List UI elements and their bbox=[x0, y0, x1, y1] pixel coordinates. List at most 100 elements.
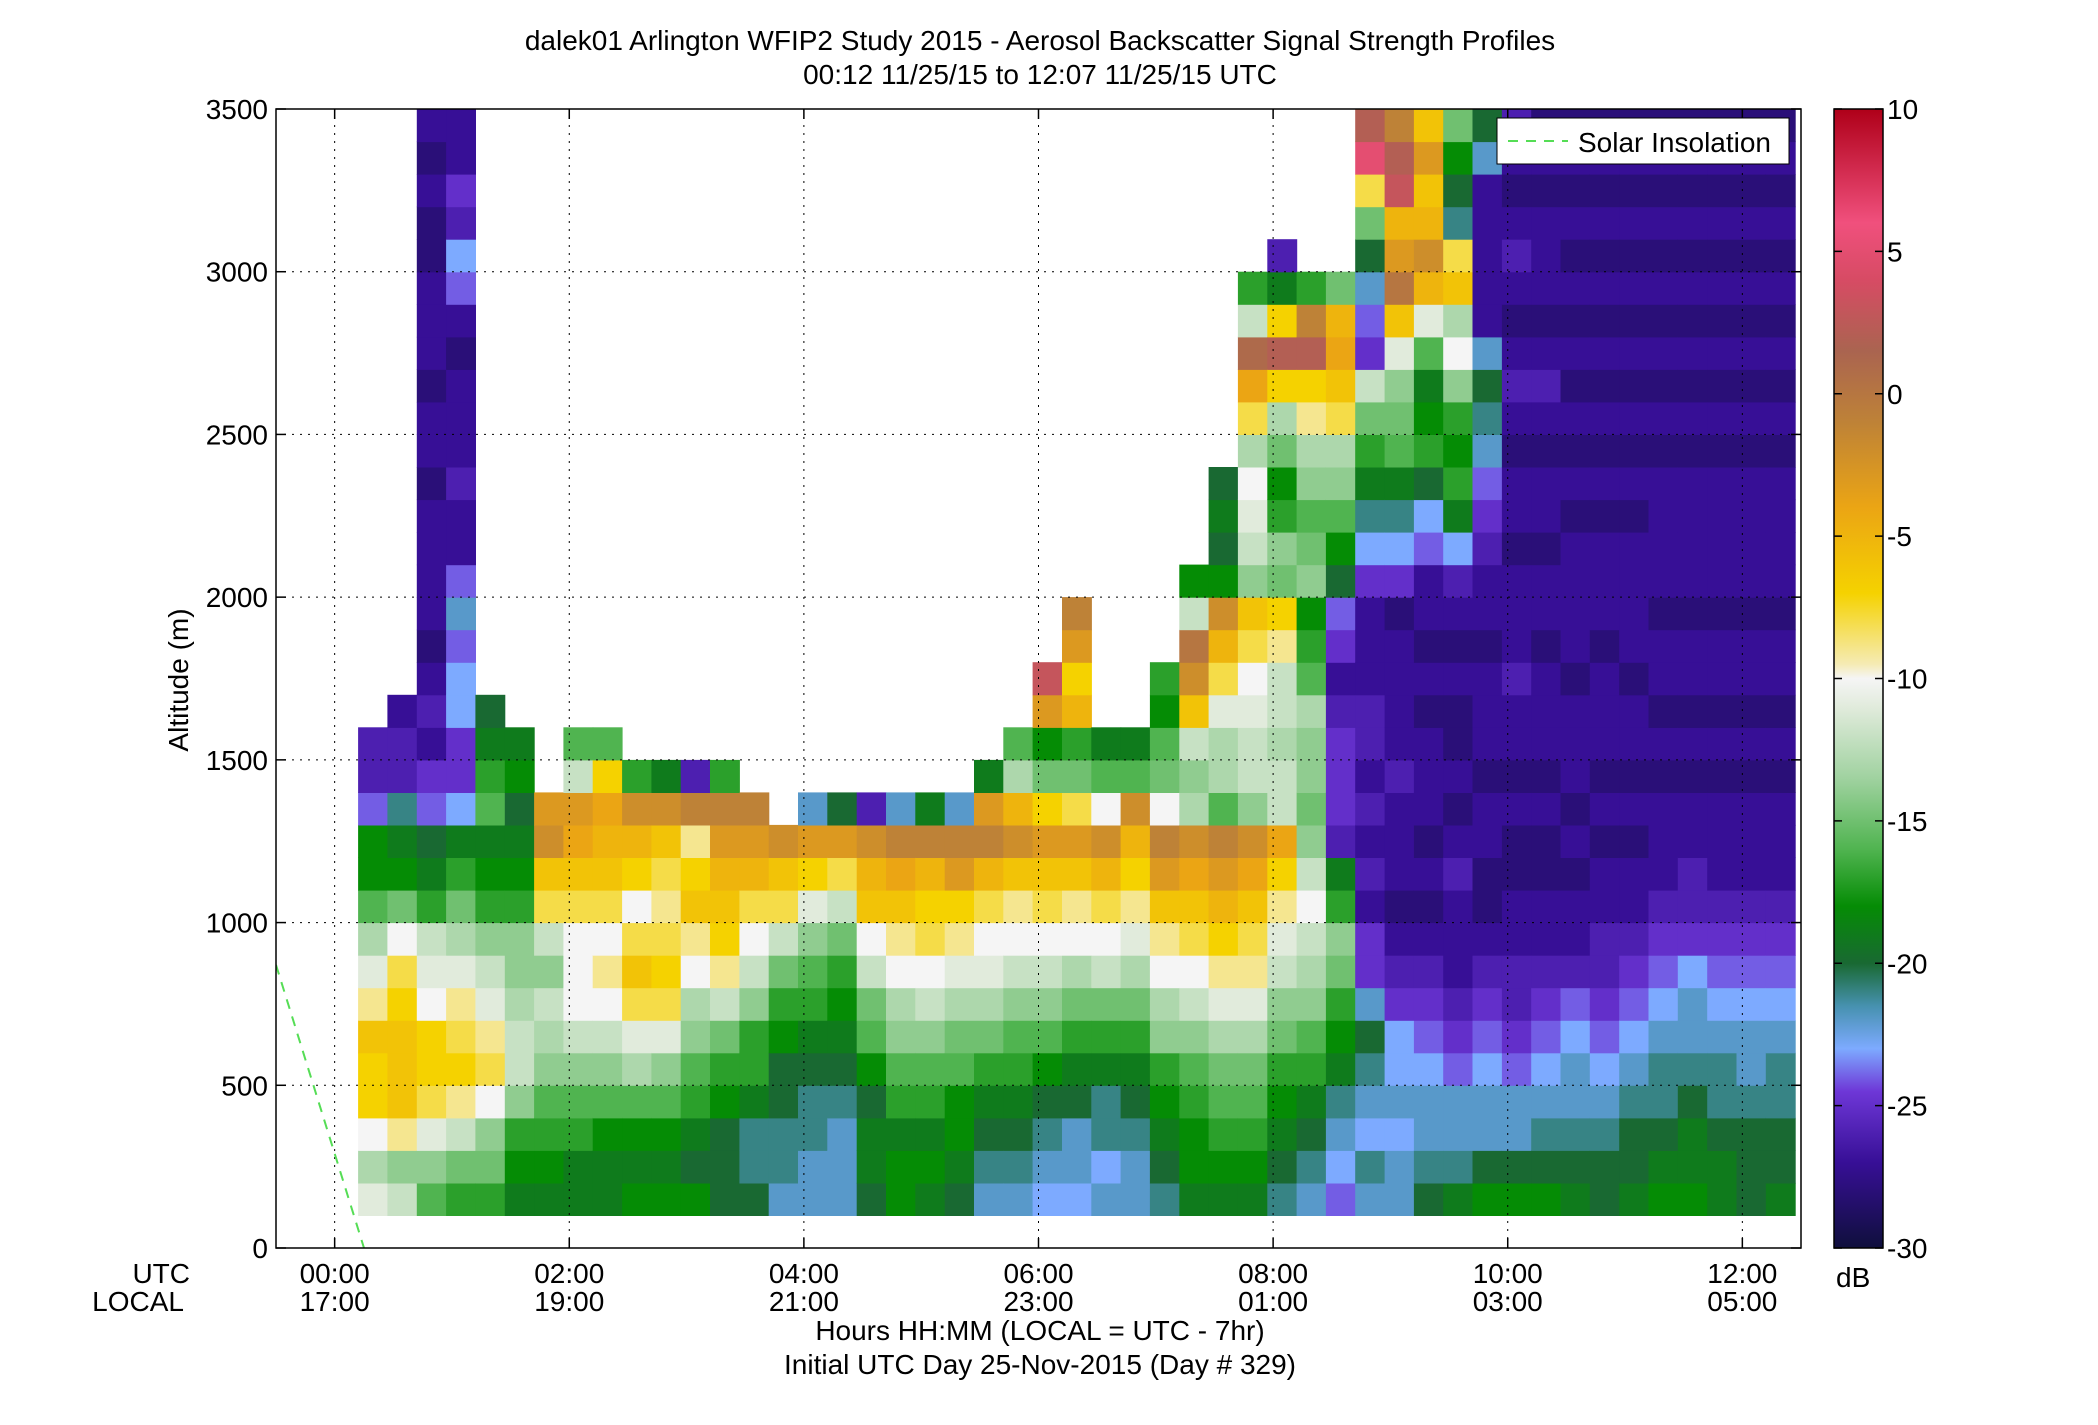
heatmap-cell bbox=[1736, 1020, 1767, 1054]
heatmap-cell bbox=[1237, 304, 1268, 338]
heatmap-cell bbox=[1619, 1052, 1650, 1086]
heatmap-cell bbox=[475, 1182, 506, 1216]
heatmap-cell bbox=[1355, 629, 1386, 663]
heatmap-cell bbox=[1472, 532, 1503, 566]
heatmap-cell bbox=[1531, 792, 1562, 826]
heatmap-cell bbox=[592, 727, 623, 761]
heatmap-cell bbox=[446, 1182, 476, 1216]
heatmap-cell bbox=[1589, 239, 1620, 273]
heatmap-cell bbox=[1179, 1117, 1210, 1151]
heatmap-cell bbox=[1267, 694, 1298, 728]
heatmap-cell bbox=[1589, 434, 1620, 468]
heatmap-cell bbox=[1267, 987, 1298, 1021]
heatmap-cell bbox=[651, 1182, 682, 1216]
heatmap-cell bbox=[1413, 206, 1444, 240]
colorbar-ticks: 10 5 0 -5 -10 -15 -20 -25 -30 bbox=[1834, 94, 1927, 1264]
heatmap-cell bbox=[1502, 0, 1532, 12]
heatmap-cell bbox=[1384, 759, 1415, 793]
heatmap-cell bbox=[1736, 304, 1767, 338]
heatmap-cell bbox=[1736, 434, 1767, 468]
heatmap-cell bbox=[915, 1117, 946, 1151]
heatmap-cell bbox=[1120, 1150, 1151, 1184]
x-tick-label-local: 21:00 bbox=[769, 1286, 839, 1317]
heatmap-cell bbox=[1737, 0, 1767, 12]
heatmap-cell bbox=[944, 1117, 975, 1151]
heatmap-cell bbox=[1267, 369, 1298, 403]
heatmap-cell bbox=[504, 955, 535, 989]
chart-subtitle: 00:12 11/25/15 to 12:07 11/25/15 UTC bbox=[803, 59, 1277, 90]
colorbar-tick-label: 0 bbox=[1887, 379, 1903, 410]
heatmap-cell bbox=[1032, 1117, 1063, 1151]
x-tick-label-utc: 02:00 bbox=[534, 1258, 604, 1289]
heatmap-cell bbox=[915, 955, 946, 989]
heatmap-cell bbox=[1560, 1150, 1591, 1184]
heatmap-cell bbox=[1619, 174, 1650, 208]
heatmap-cell bbox=[974, 792, 1004, 826]
heatmap-cell bbox=[1501, 239, 1532, 273]
heatmap-cell bbox=[1472, 759, 1503, 793]
heatmap-cell bbox=[504, 1020, 535, 1054]
heatmap-cell bbox=[416, 499, 447, 533]
heatmap-cell bbox=[1296, 890, 1327, 924]
heatmap-cell bbox=[1384, 401, 1415, 435]
colorbar-gradient bbox=[1833, 108, 1884, 1249]
heatmap-cell bbox=[446, 824, 476, 858]
heatmap-cell bbox=[1355, 890, 1386, 924]
heatmap-cell bbox=[680, 890, 711, 924]
heatmap-cell bbox=[1237, 727, 1268, 761]
heatmap-cell bbox=[1560, 759, 1591, 793]
heatmap-cell bbox=[1208, 1020, 1239, 1054]
heatmap-cell bbox=[1472, 922, 1503, 956]
heatmap-cell bbox=[446, 532, 476, 566]
x-axis-label: Hours HH:MM (LOCAL = UTC - 7hr) bbox=[815, 1315, 1264, 1346]
heatmap-cell bbox=[1736, 564, 1767, 598]
heatmap-cell bbox=[1443, 857, 1474, 891]
heatmap-cell bbox=[534, 1182, 564, 1216]
heatmap-cell bbox=[1560, 369, 1591, 403]
heatmap-cell bbox=[944, 922, 975, 956]
x-tick-label-local: 19:00 bbox=[534, 1286, 604, 1317]
heatmap-cell bbox=[1707, 109, 1738, 110]
heatmap-cell bbox=[886, 922, 916, 956]
heatmap-cell bbox=[1208, 629, 1239, 663]
heatmap-cell bbox=[886, 1150, 916, 1184]
heatmap-cell bbox=[1296, 727, 1327, 761]
heatmap-cell bbox=[416, 1085, 447, 1119]
heatmap-cell bbox=[1296, 1052, 1327, 1086]
heatmap-cell bbox=[1443, 499, 1474, 533]
heatmap-cell bbox=[915, 1085, 946, 1119]
heatmap-cell bbox=[622, 857, 652, 891]
heatmap-cell bbox=[1091, 1150, 1122, 1184]
heatmap-cell bbox=[827, 922, 858, 956]
heatmap-cell bbox=[1384, 369, 1415, 403]
heatmap-cell bbox=[651, 955, 682, 989]
heatmap-cell bbox=[592, 792, 623, 826]
heatmap-cell bbox=[1472, 109, 1503, 110]
heatmap-cell bbox=[358, 824, 388, 858]
heatmap-cell bbox=[416, 336, 447, 370]
heatmap-cell bbox=[1296, 369, 1327, 403]
heatmap-cell bbox=[651, 857, 682, 891]
heatmap-cell bbox=[1648, 955, 1679, 989]
heatmap-cell bbox=[592, 922, 623, 956]
heatmap-cell bbox=[1677, 434, 1708, 468]
heatmap-cell bbox=[1707, 857, 1738, 891]
heatmap-cell bbox=[1120, 1117, 1151, 1151]
heatmap-cell bbox=[1501, 1150, 1532, 1184]
heatmap-cell bbox=[1325, 1020, 1356, 1054]
heatmap-cell bbox=[416, 304, 447, 338]
heatmap-cell bbox=[1296, 271, 1327, 305]
heatmap-cell bbox=[446, 792, 476, 826]
heatmap-cell bbox=[1208, 1182, 1239, 1216]
heatmap-cell bbox=[387, 694, 418, 728]
heatmap-cell bbox=[1355, 401, 1386, 435]
heatmap-cell bbox=[680, 1052, 711, 1086]
heatmap-cell bbox=[856, 857, 887, 891]
heatmap-cell bbox=[1208, 1117, 1239, 1151]
heatmap-cell bbox=[1531, 401, 1562, 435]
heatmap-cell bbox=[1677, 499, 1708, 533]
heatmap-cell bbox=[1443, 824, 1474, 858]
heatmap-cell bbox=[1619, 206, 1650, 240]
heatmap-cell bbox=[1355, 694, 1386, 728]
